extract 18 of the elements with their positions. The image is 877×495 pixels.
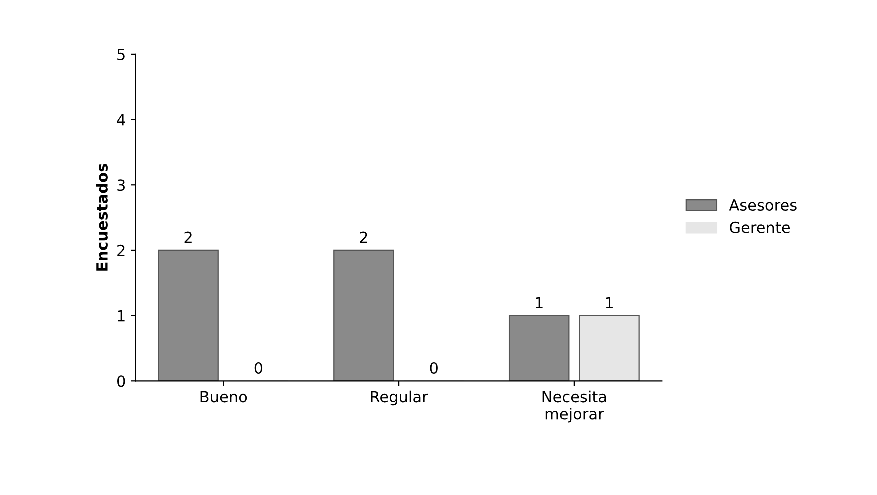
- y-tick-label: 2: [118, 244, 125, 256]
- x-tick-label: Regular: [371, 390, 428, 406]
- legend-label: Asesores: [729, 200, 797, 212]
- data-label: 1: [536, 297, 543, 308]
- y-tick-label: 4: [117, 114, 126, 126]
- data-label: 2: [360, 232, 368, 244]
- y-tick-label: 0: [118, 376, 126, 388]
- y-tick-label: 3: [118, 180, 125, 192]
- data-label: 2: [184, 232, 192, 244]
- legend-label: Gerente: [730, 222, 790, 234]
- y-tick-label: 1: [118, 310, 125, 322]
- data-label: 0: [430, 362, 438, 374]
- y-tick-label: 5: [118, 49, 125, 60]
- x-tick-label: Necesita mejorar: [542, 390, 606, 423]
- data-label: 0: [254, 362, 263, 374]
- y-axis-title: Encuestados: [96, 164, 108, 271]
- x-tick-label: Bueno: [200, 391, 248, 403]
- data-label: 1: [606, 297, 613, 308]
